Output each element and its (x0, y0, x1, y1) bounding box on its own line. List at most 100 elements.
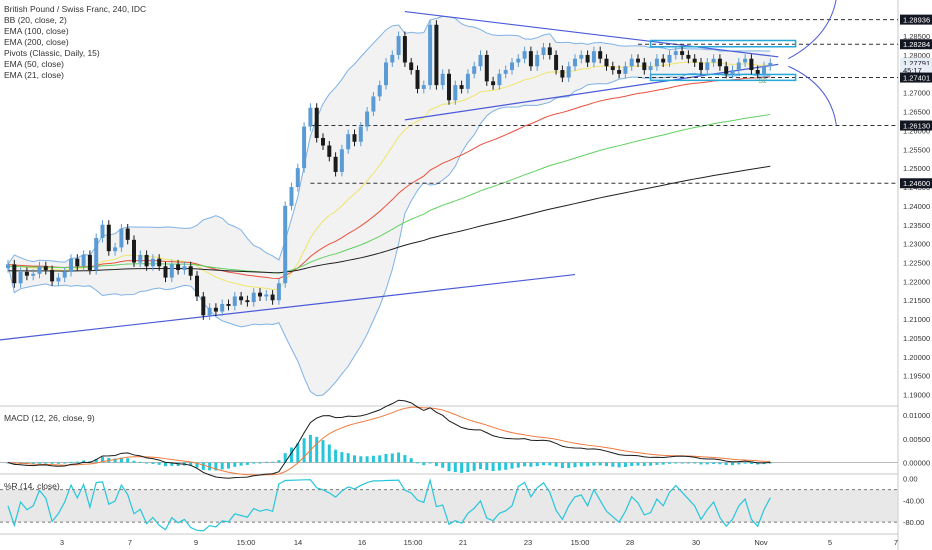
macd-histogram-bar (119, 457, 123, 463)
macd-histogram-bar (479, 462, 482, 470)
macd-histogram-bar (75, 461, 79, 463)
candle-body (18, 271, 23, 284)
candle-body (157, 258, 162, 267)
price-tick: 1.19000 (903, 391, 930, 400)
macd-histogram-bar (113, 458, 117, 463)
grid (0, 0, 899, 550)
macd-histogram-bar (598, 462, 602, 466)
macd-histogram-bar (195, 462, 199, 468)
macd-histogram-bar (308, 434, 312, 463)
candle-body (598, 51, 603, 59)
macd-histogram-bar (50, 462, 54, 464)
candle-body (560, 70, 565, 78)
macd-histogram-bar (378, 455, 382, 463)
macd-histogram-bar (592, 462, 596, 466)
williams-r-pane[interactable] (0, 477, 898, 532)
price-tick: 1.20000 (903, 353, 930, 362)
macd-histogram-bar (390, 453, 394, 463)
wr-band (0, 489, 898, 523)
price-tick: 1.21500 (903, 296, 930, 305)
candle-body (585, 54, 590, 63)
macd-histogram-bar (441, 462, 445, 468)
arrow-up (788, 0, 837, 60)
candle-body (377, 85, 382, 97)
time-tick: 23 (524, 538, 532, 547)
macd-histogram-bar (686, 462, 690, 464)
macd-histogram-bar (258, 462, 262, 464)
candle-body (62, 271, 67, 278)
macd-histogram-bar (315, 436, 319, 463)
macd-histogram-bar (126, 458, 130, 463)
macd-histogram-bar (346, 453, 350, 463)
price-tick: 1.23500 (903, 221, 930, 230)
macd-histogram-bar (145, 462, 149, 464)
time-tick: 15:00 (404, 538, 423, 547)
macd-histogram-bar (252, 462, 256, 464)
macd-histogram-bar (523, 462, 527, 467)
candle-body (453, 85, 458, 101)
candle-body (629, 58, 634, 67)
williams-r-label[interactable]: %R (14, close) (4, 481, 60, 491)
candle-body (125, 228, 130, 240)
legend-bb[interactable]: BB (20, close, 2) (4, 15, 67, 25)
macd-histogram-bar (749, 462, 753, 465)
macd-histogram-bar (605, 462, 608, 467)
macd-histogram-bar (201, 462, 205, 470)
candle-body (497, 73, 502, 86)
macd-histogram-bar (460, 462, 464, 473)
candle-body (428, 24, 433, 86)
candle-body (541, 47, 546, 55)
price-tick: 1.28000 (903, 51, 930, 60)
macd-label[interactable]: MACD (12, 26, close, 9) (4, 413, 95, 423)
candle-body (75, 258, 80, 267)
candle-body (699, 62, 703, 71)
macd-histogram-bar (472, 462, 476, 471)
chart-legend: British Pound / Swiss Franc, 240, IDC BB… (4, 4, 146, 81)
legend-pivots[interactable]: Pivots (Classic, Daily, 15) (4, 48, 100, 58)
candle-body (283, 205, 288, 284)
candle-body (510, 62, 514, 71)
candle-body (604, 58, 609, 67)
macd-tick: 0.00000 (903, 459, 930, 468)
candle-body (6, 264, 10, 269)
price-pane[interactable]: S2 (0, 0, 898, 397)
legend-ema100[interactable]: EMA (100, close) (4, 26, 69, 36)
macd-histogram-bar (220, 462, 224, 470)
candle-body (365, 111, 370, 127)
macd-histogram-bar (365, 456, 369, 463)
price-tick: 1.24000 (903, 202, 930, 211)
price-tick: 1.20500 (903, 334, 930, 343)
candle-body (132, 239, 136, 263)
candle-body (717, 58, 722, 67)
price-tick: 1.19500 (903, 372, 930, 381)
macd-pane[interactable] (0, 399, 898, 479)
candle-body (554, 54, 559, 71)
macd-histogram-bar (296, 443, 300, 463)
candle-body (245, 300, 250, 303)
macd-histogram-bar (189, 462, 193, 466)
candle-body (434, 24, 439, 86)
candle-body (270, 294, 275, 301)
candle-body (472, 66, 477, 74)
candle-body (705, 62, 710, 71)
macd-histogram-bar (422, 462, 426, 466)
macd-histogram-bar (718, 462, 722, 465)
macd-histogram-bar (302, 438, 306, 463)
macd-histogram-bar (529, 462, 533, 467)
price-tag-text: 1.27401 (903, 74, 930, 83)
candle-body (12, 264, 17, 284)
candle-body (440, 73, 445, 86)
legend-ema50[interactable]: EMA (50, close) (4, 59, 64, 69)
candle-body (150, 258, 155, 267)
candle-body (711, 58, 716, 63)
price-tick: 1.28500 (903, 32, 930, 41)
legend-symbol[interactable]: British Pound / Swiss Franc, 240, IDC (4, 4, 147, 14)
macd-histogram-bar (416, 462, 419, 464)
legend-ema200[interactable]: EMA (200, close) (4, 37, 69, 47)
macd-histogram-bar (290, 447, 293, 463)
candle-body (421, 85, 426, 89)
legend-ema21[interactable]: EMA (21, close) (4, 70, 64, 80)
candle-body (654, 58, 659, 67)
macd-histogram-bar (560, 462, 564, 469)
